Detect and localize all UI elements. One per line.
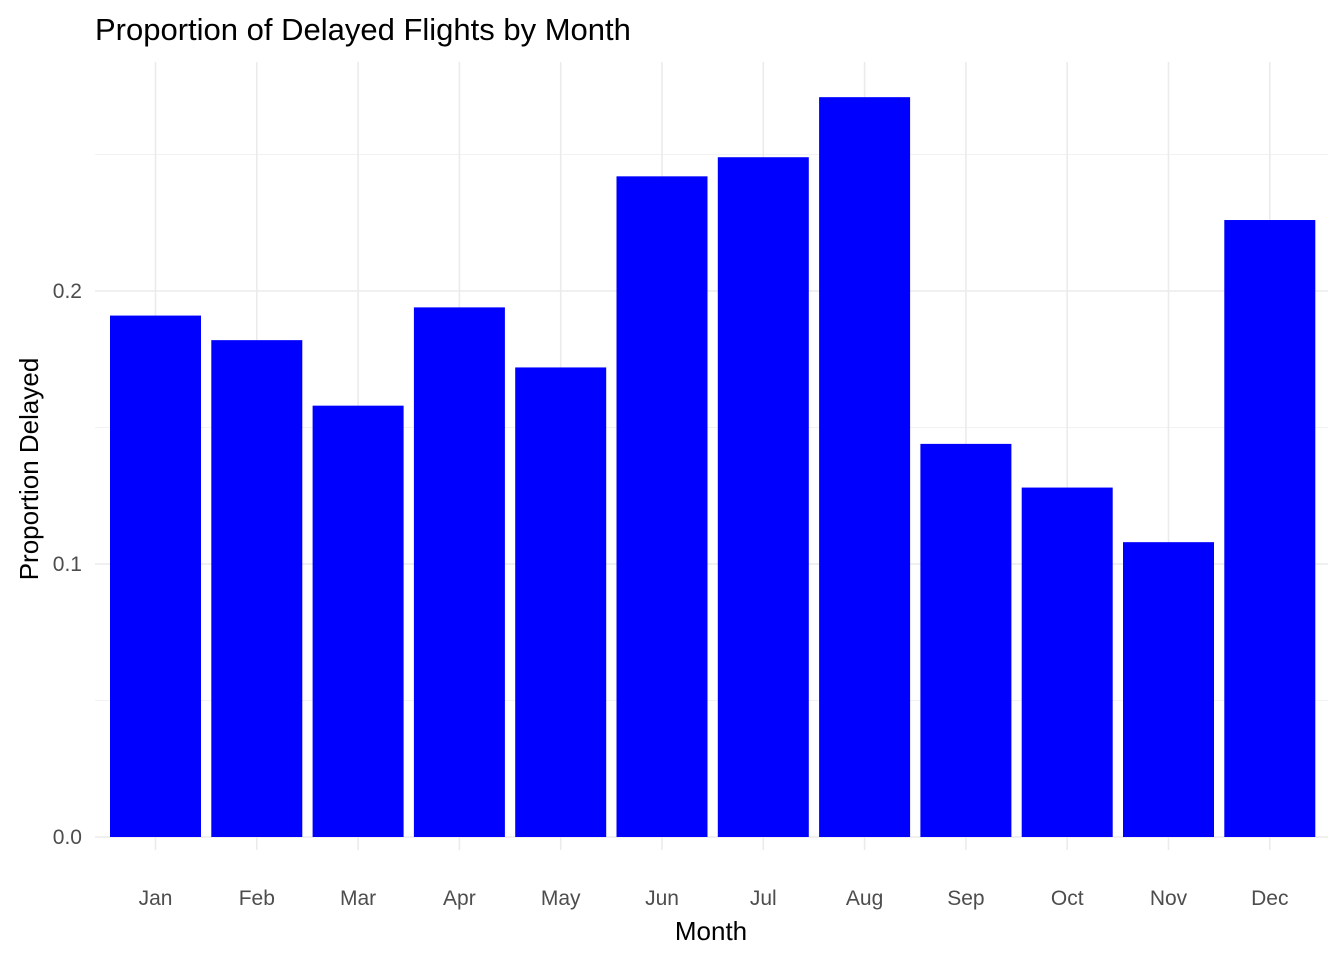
- bar-jan: [110, 315, 201, 837]
- x-axis-ticks: Jan Feb Mar Apr May Jun Jul Aug Sep Oct Nov Dec: [139, 887, 1289, 910]
- y-axis-title: Proportion Delayed: [14, 358, 44, 581]
- x-tick-label: Jan: [139, 887, 173, 910]
- bar-feb: [211, 340, 303, 837]
- bar-sep: [920, 443, 1012, 837]
- x-tick-label: Dec: [1251, 887, 1288, 910]
- x-tick-label: May: [541, 887, 581, 910]
- x-tick-label: Jul: [750, 887, 777, 910]
- x-tick-label: Sep: [947, 887, 984, 910]
- bar-nov: [1123, 542, 1214, 837]
- bar-oct: [1021, 487, 1113, 837]
- x-tick-label: Aug: [846, 887, 883, 910]
- x-tick-label: Nov: [1150, 887, 1188, 910]
- y-tick-label: 0.1: [53, 553, 82, 576]
- x-axis-title: Month: [675, 916, 747, 946]
- bar-aug: [819, 97, 911, 838]
- bar-may: [515, 367, 607, 837]
- bar-dec: [1224, 220, 1316, 837]
- chart-title: Proportion of Delayed Flights by Month: [95, 12, 631, 47]
- x-tick-label: Apr: [443, 887, 476, 910]
- bar-apr: [413, 307, 505, 837]
- bar-jul: [717, 157, 809, 838]
- y-tick-label: 0.2: [53, 280, 82, 303]
- x-tick-label: Feb: [239, 887, 275, 910]
- x-tick-label: Oct: [1051, 887, 1084, 910]
- x-tick-label: Jun: [645, 887, 679, 910]
- y-axis-ticks: 0.0 0.1 0.2: [53, 280, 82, 849]
- x-tick-label: Mar: [340, 887, 376, 910]
- y-tick-label: 0.0: [53, 826, 82, 849]
- bar-jun: [616, 176, 708, 838]
- bars: [110, 97, 1316, 838]
- bar-mar: [312, 405, 404, 837]
